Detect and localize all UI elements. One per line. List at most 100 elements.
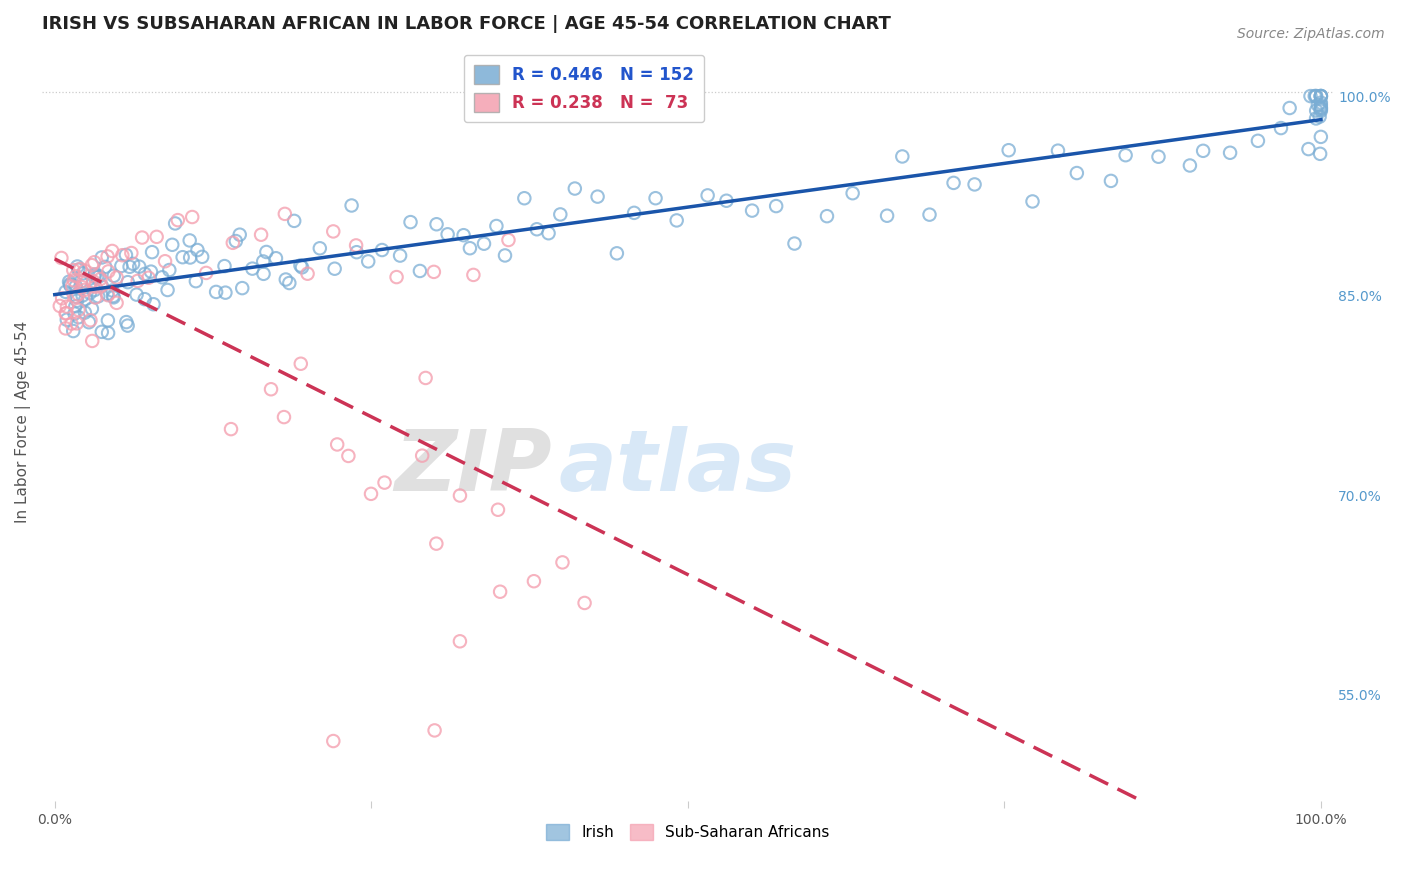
Point [254,244,277,259]
Point [51,291,73,305]
Point [229,227,252,242]
Point [1309,102,1331,116]
Point [453,228,475,243]
Point [97,288,120,302]
Point [166,213,188,227]
Point [523,574,546,589]
Point [172,250,194,264]
Point [65,299,87,313]
Point [105,296,128,310]
Point [122,257,145,271]
Legend: Irish, Sub-Saharan Africans: Irish, Sub-Saharan Africans [540,818,835,847]
Point [290,259,312,273]
Point [783,236,806,251]
Point [214,285,236,300]
Point [1305,89,1327,103]
Point [242,261,264,276]
Point [1309,89,1331,103]
Point [385,270,408,285]
Point [145,230,167,244]
Point [252,267,274,281]
Point [62,324,84,338]
Point [415,371,437,385]
Point [1115,148,1137,162]
Point [75,292,97,306]
Point [274,272,297,286]
Point [574,596,596,610]
Point [373,475,395,490]
Point [69,262,91,277]
Point [101,289,124,303]
Point [399,215,422,229]
Point [436,227,458,242]
Point [1309,89,1331,103]
Point [82,274,104,288]
Point [150,270,173,285]
Point [963,178,986,192]
Point [51,251,73,265]
Point [103,290,125,304]
Point [876,209,898,223]
Point [60,317,83,331]
Point [138,270,160,285]
Point [1298,142,1320,156]
Point [101,244,124,258]
Point [97,326,120,340]
Point [58,275,80,289]
Point [696,188,718,202]
Point [409,264,432,278]
Point [357,254,380,268]
Point [87,289,110,303]
Point [73,274,96,288]
Point [72,266,94,280]
Point [79,285,101,300]
Point [59,278,82,293]
Point [65,279,87,293]
Point [65,290,87,304]
Point [63,307,86,321]
Point [918,208,941,222]
Point [741,203,763,218]
Point [323,261,346,276]
Point [1099,174,1122,188]
Point [56,312,79,326]
Point [82,334,104,348]
Point [1309,110,1331,124]
Point [841,186,863,201]
Point [1303,89,1326,103]
Point [1021,194,1043,209]
Point [72,288,94,302]
Point [117,318,139,333]
Point [942,176,965,190]
Text: Source: ZipAtlas.com: Source: ZipAtlas.com [1237,27,1385,41]
Point [97,313,120,327]
Point [1192,144,1215,158]
Point [90,279,112,293]
Point [117,275,139,289]
Point [84,279,107,293]
Point [346,245,368,260]
Point [815,209,838,223]
Point [1305,112,1327,126]
Point [1309,95,1331,110]
Point [252,254,274,268]
Point [134,267,156,281]
Point [62,263,84,277]
Point [67,287,90,301]
Point [205,285,228,299]
Point [1309,89,1331,103]
Point [526,222,548,236]
Point [564,181,586,195]
Point [222,235,245,250]
Point [322,734,344,748]
Point [125,287,148,301]
Point [153,254,176,268]
Point [586,189,609,203]
Point [273,410,295,425]
Point [340,198,363,212]
Point [494,248,516,262]
Point [498,233,520,247]
Point [606,246,628,260]
Point [90,251,112,265]
Point [131,230,153,244]
